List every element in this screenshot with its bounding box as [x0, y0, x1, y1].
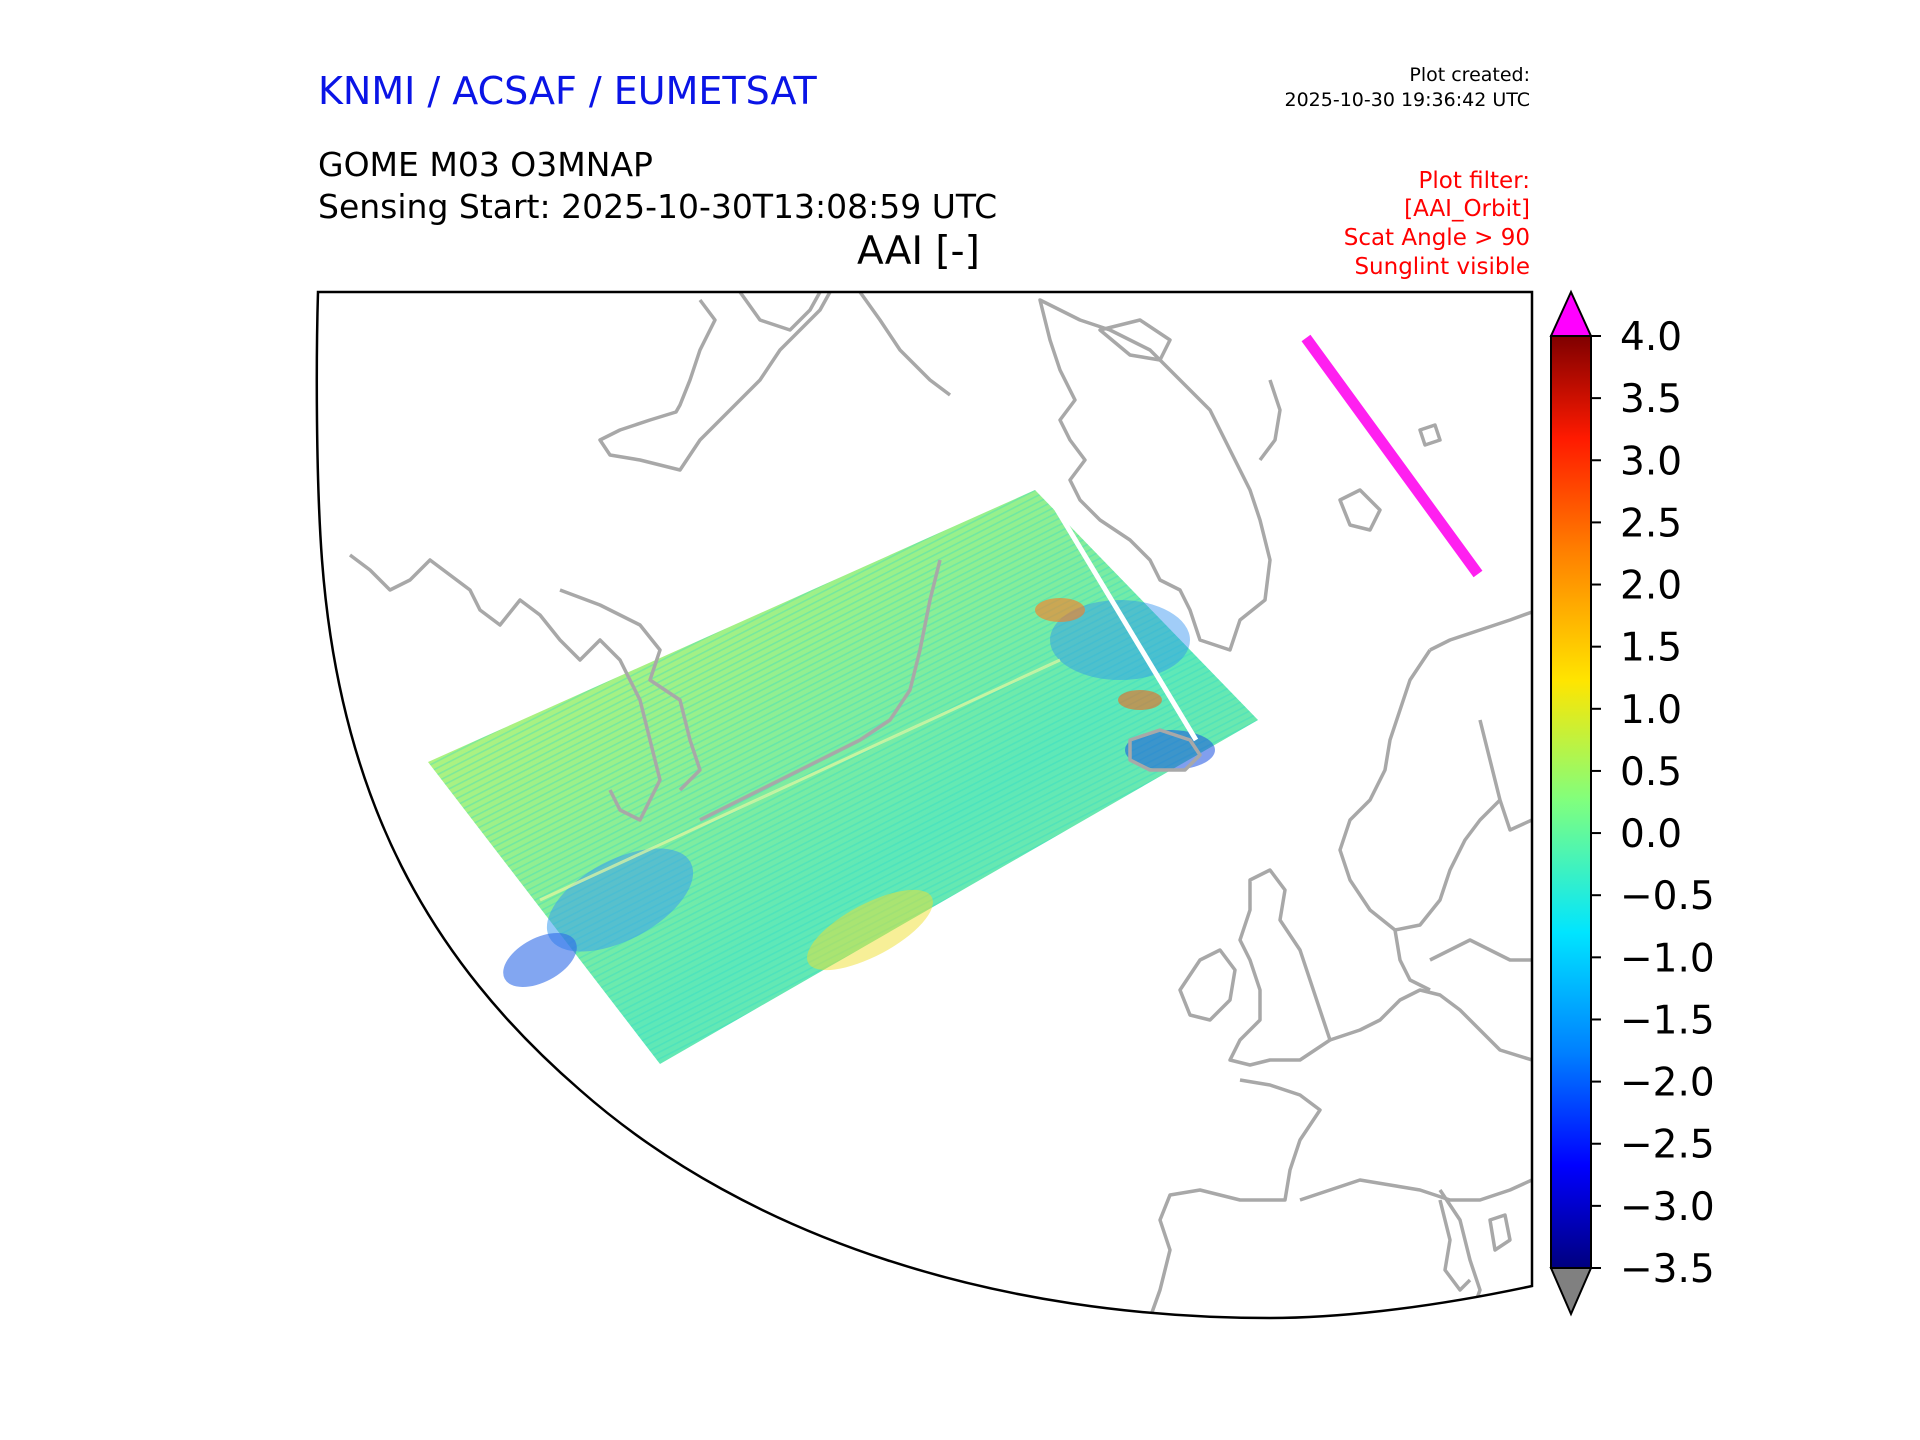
colorbar-tick-label: −2.5 — [1620, 1123, 1715, 1168]
agency-title: KNMI / ACSAF / EUMETSAT — [318, 69, 817, 113]
product-title: GOME M03 O3MNAP — [318, 145, 653, 184]
sensing-start: Sensing Start: 2025-10-30T13:08:59 UTC — [318, 187, 998, 226]
colorbar-tick-label: 1.5 — [1620, 626, 1682, 671]
coastlines — [348, 292, 1532, 1318]
sunglint-track — [1301, 334, 1483, 578]
colorbar-over-triangle — [1549, 289, 1593, 337]
colorbar-tick-label: 0.5 — [1620, 750, 1682, 795]
colorbar-tick-label: 4.0 — [1620, 315, 1682, 360]
colorbar-tick-label: 0.0 — [1620, 812, 1682, 857]
colorbar: 4.0 3.5 3.0 2.5 2.0 1.5 1.0 0.5 0.0 −0.5 −1.0 −1.5 −… — [1549, 289, 1715, 1317]
map-area — [348, 292, 1532, 1318]
plot-filter-scat-angle: Scat Angle > 90 — [1343, 225, 1530, 251]
colorbar-under-triangle — [1549, 1267, 1593, 1317]
colorbar-tick-label: 2.0 — [1620, 564, 1682, 609]
plot-created-time: 2025-10-30 19:36:42 UTC — [1284, 89, 1531, 111]
plot-created-label: Plot created: — [1409, 64, 1530, 86]
colorbar-gradient — [1551, 336, 1591, 1268]
colorbar-tick-label: 1.0 — [1620, 688, 1682, 733]
colorbar-tick-label: −1.0 — [1620, 936, 1715, 981]
plot-filter-name: [AAI_Orbit] — [1404, 196, 1530, 222]
colorbar-tick-label: −0.5 — [1620, 874, 1715, 919]
aai-swath — [428, 490, 1258, 1064]
plot-filter-label: Plot filter: — [1418, 168, 1530, 194]
colorbar-tick-label: −3.5 — [1620, 1247, 1715, 1292]
colorbar-tick-label: 3.5 — [1620, 377, 1682, 422]
colorbar-tick-label: −3.0 — [1620, 1185, 1715, 1230]
map-boundary — [315, 290, 1534, 1320]
colorbar-tick-label: −2.0 — [1620, 1061, 1715, 1106]
colorbar-tick-label: −1.5 — [1620, 998, 1715, 1043]
variable-title: AAI [-] — [857, 229, 980, 274]
plot-filter-sunglint: Sunglint visible — [1354, 254, 1530, 280]
colorbar-tick-label: 3.0 — [1620, 439, 1682, 484]
colorbar-tick-label: 2.5 — [1620, 501, 1682, 546]
